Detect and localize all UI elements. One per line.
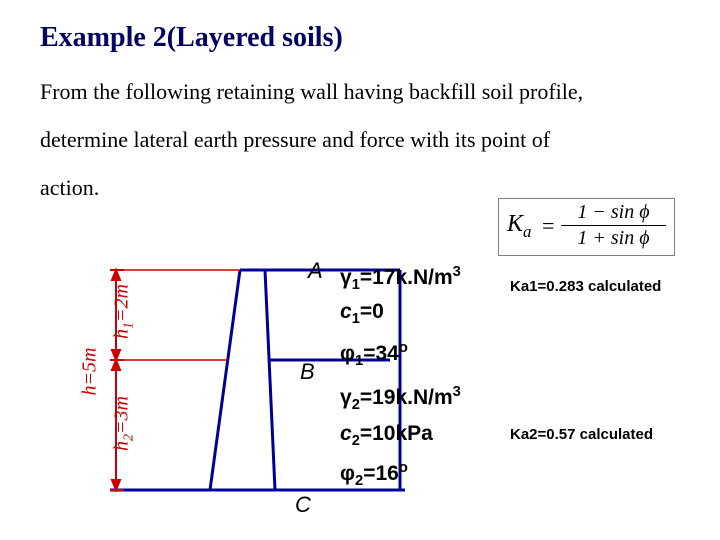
soil2-ka: Ka2=0.57 calculated <box>510 426 653 443</box>
point-b: B <box>300 359 315 385</box>
dim-h2-label: h2=3m <box>111 394 138 454</box>
soil1-phi: φ1=34o <box>340 340 408 369</box>
soil1-gamma: γ1=17k.N/m3 <box>340 264 461 293</box>
soil2-c: c2=10kPa <box>340 422 433 449</box>
formula-den: 1 + sin ϕ <box>561 227 666 250</box>
problem-line2: determine lateral earth pressure and for… <box>40 120 680 160</box>
dim-h-label: h=5m <box>79 342 102 402</box>
point-a: A <box>308 258 323 284</box>
ka-formula: Ka = 1 − sin ϕ 1 + sin ϕ <box>498 198 675 256</box>
formula-num: 1 − sin ϕ <box>561 201 666 224</box>
formula-lhs: K <box>507 211 523 237</box>
dim-h1-label: h1=2m <box>111 282 138 342</box>
problem-line3: action. <box>40 168 99 208</box>
point-c: C <box>295 492 311 518</box>
problem-line1: From the following retaining wall having… <box>40 72 680 112</box>
formula-eq: = <box>542 213 554 239</box>
soil2-gamma: γ2=19k.N/m3 <box>340 384 461 413</box>
soil1-c: c1=0 <box>340 300 384 327</box>
formula-lhs-sub: a <box>523 222 531 241</box>
soil1-ka: Ka1=0.283 calculated <box>510 278 661 295</box>
soil2-phi: φ2=16o <box>340 460 408 489</box>
page-title: Example 2(Layered soils) <box>40 22 343 54</box>
